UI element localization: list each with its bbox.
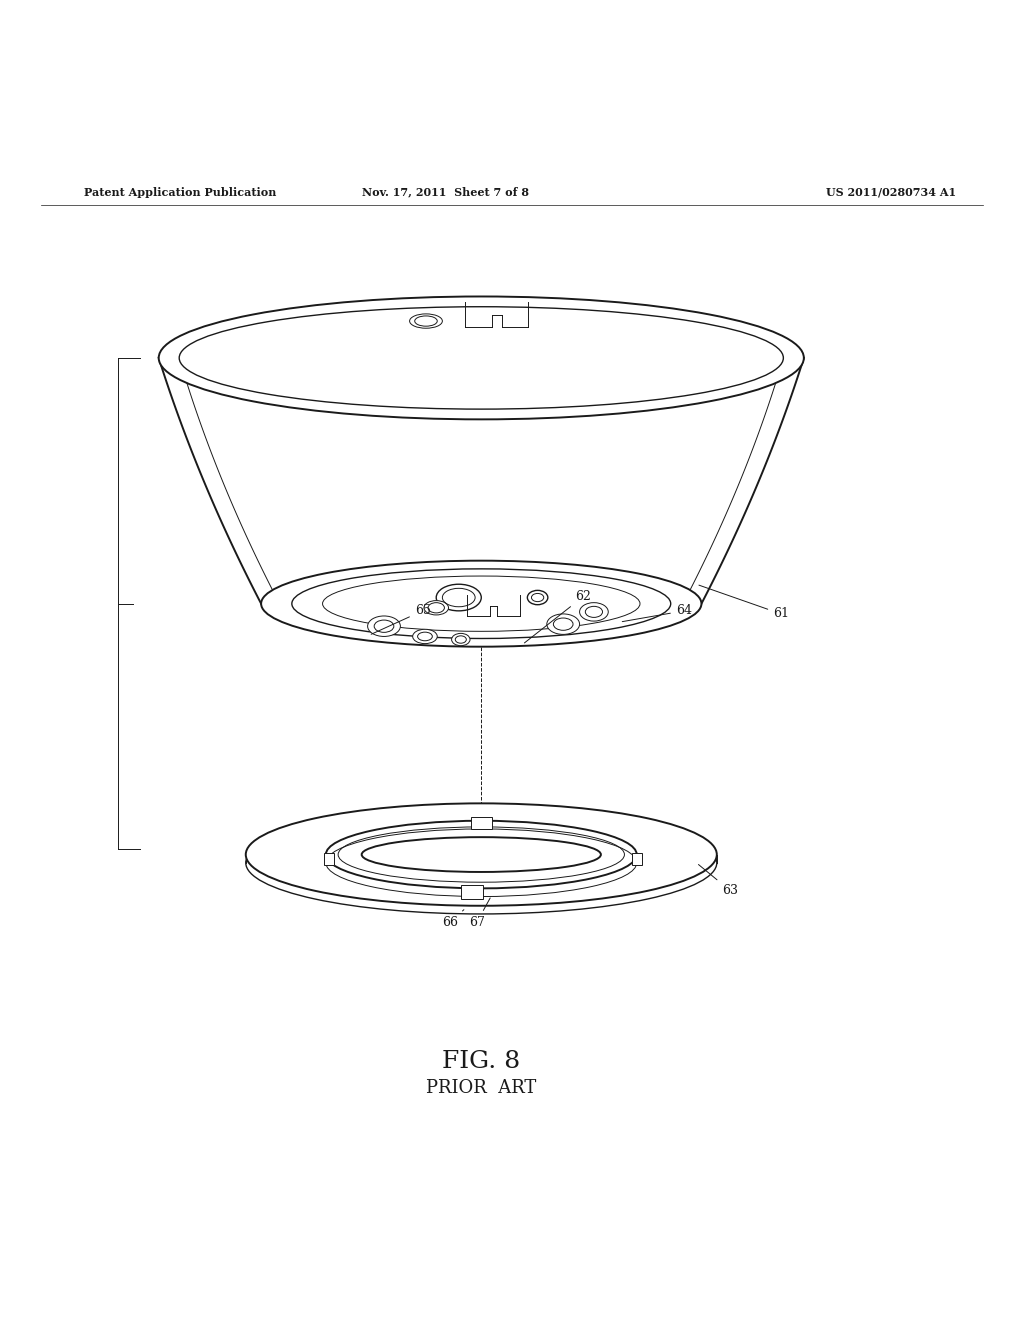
Ellipse shape bbox=[246, 804, 717, 906]
Ellipse shape bbox=[326, 821, 637, 888]
Bar bbox=[471, 817, 492, 829]
Bar bbox=[632, 853, 642, 865]
Ellipse shape bbox=[159, 297, 804, 420]
Ellipse shape bbox=[424, 601, 449, 615]
Text: 66: 66 bbox=[442, 909, 464, 929]
Ellipse shape bbox=[452, 634, 470, 645]
Ellipse shape bbox=[361, 837, 601, 873]
Ellipse shape bbox=[368, 616, 400, 636]
Text: 64: 64 bbox=[623, 605, 692, 622]
Text: Nov. 17, 2011  Sheet 7 of 8: Nov. 17, 2011 Sheet 7 of 8 bbox=[361, 186, 529, 198]
Bar bbox=[461, 886, 483, 899]
Text: 67: 67 bbox=[469, 898, 490, 929]
Ellipse shape bbox=[547, 614, 580, 635]
Text: 61: 61 bbox=[699, 585, 790, 620]
Ellipse shape bbox=[580, 603, 608, 622]
Ellipse shape bbox=[413, 630, 437, 644]
Ellipse shape bbox=[246, 812, 717, 913]
Text: Patent Application Publication: Patent Application Publication bbox=[84, 186, 276, 198]
Text: PRIOR  ART: PRIOR ART bbox=[426, 1078, 537, 1097]
Text: US 2011/0280734 A1: US 2011/0280734 A1 bbox=[825, 186, 956, 198]
Ellipse shape bbox=[436, 585, 481, 611]
Bar bbox=[324, 853, 334, 865]
Text: 62: 62 bbox=[524, 590, 592, 643]
Ellipse shape bbox=[261, 561, 701, 647]
Text: FIG. 8: FIG. 8 bbox=[442, 1049, 520, 1073]
Text: 63: 63 bbox=[698, 865, 738, 896]
Ellipse shape bbox=[527, 590, 548, 605]
Ellipse shape bbox=[410, 314, 442, 329]
Text: 65: 65 bbox=[371, 605, 431, 635]
